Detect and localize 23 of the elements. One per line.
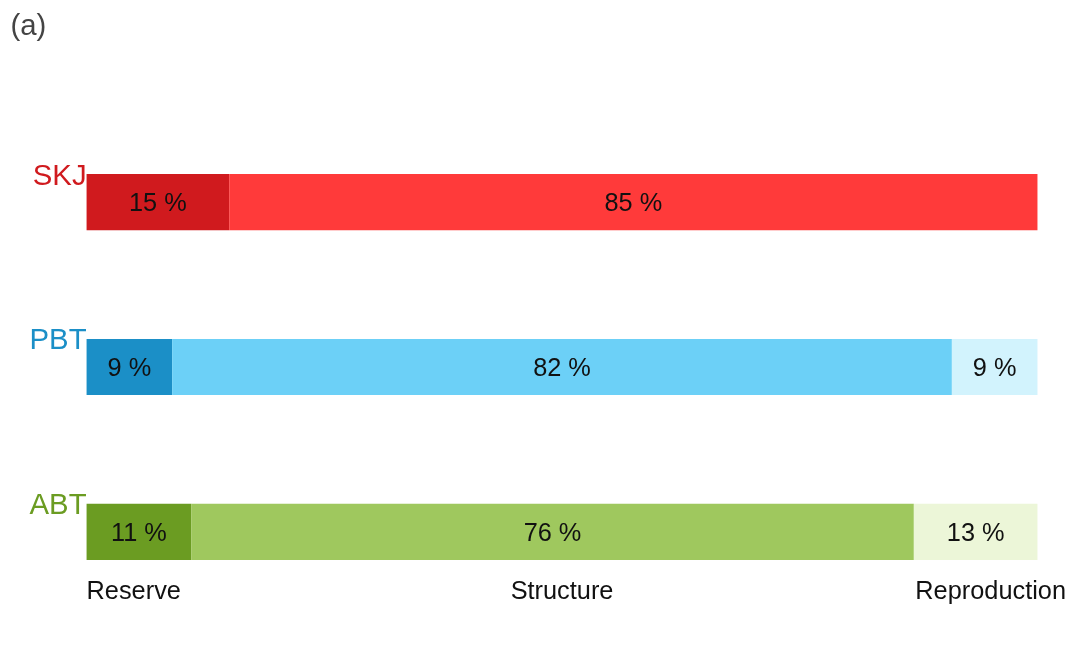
data-label: 85 %: [604, 188, 663, 217]
bar: [172, 338, 952, 396]
bar: [913, 503, 1038, 560]
series-label: Structure: [510, 576, 614, 605]
bar: [229, 174, 1038, 231]
series-label: Reproduction: [915, 576, 1067, 605]
bar: [86, 174, 230, 231]
data-label: 9 %: [972, 352, 1017, 381]
y-tick-label: SKJ: [32, 157, 87, 191]
bar: [951, 338, 1038, 396]
bar: [86, 503, 192, 560]
y-tick-label: ABT: [29, 487, 87, 521]
chart-title: (a): [10, 7, 47, 41]
series-label: Reserve: [86, 576, 181, 605]
data-label: 15 %: [129, 188, 187, 217]
bar: [191, 503, 914, 560]
y-tick-label: PBT: [29, 322, 87, 356]
data-label: 76 %: [523, 517, 582, 546]
data-label: 11 %: [110, 517, 167, 546]
bar: [86, 338, 173, 396]
data-label: 13 %: [946, 517, 1005, 546]
data-label: 9 %: [107, 352, 152, 381]
data-label: 82 %: [533, 352, 591, 381]
